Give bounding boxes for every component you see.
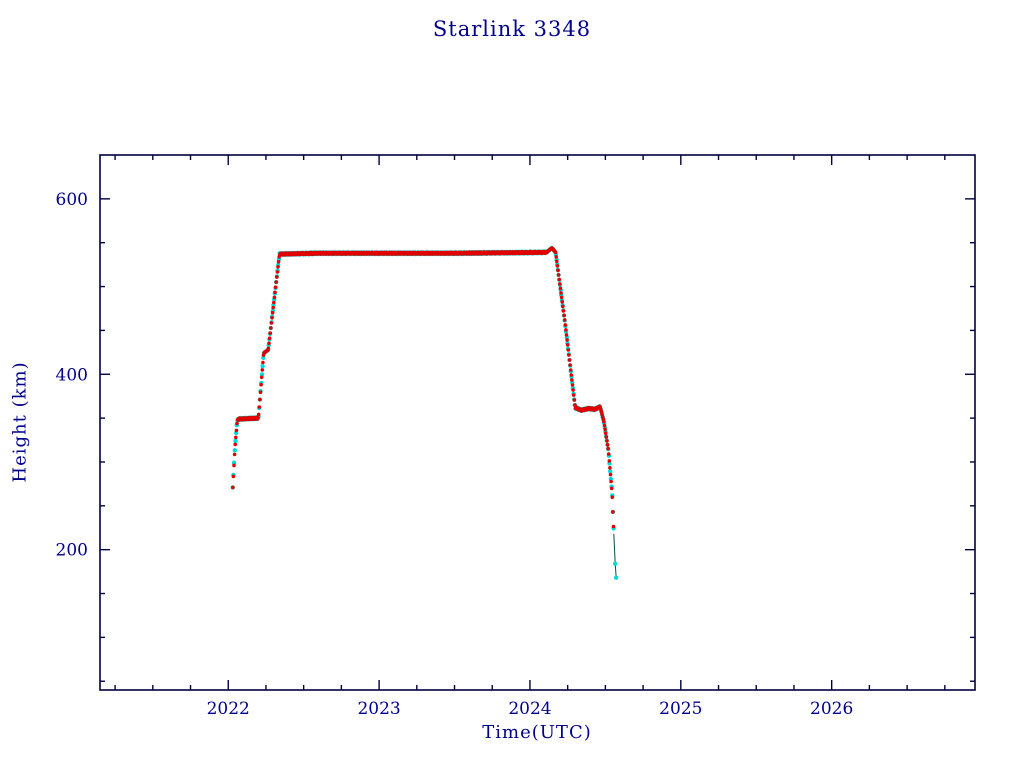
svg-text:2026: 2026 — [810, 699, 853, 719]
tail-line — [613, 533, 617, 578]
chart-title: Starlink 3348 — [432, 17, 592, 41]
tail-point — [614, 575, 619, 580]
svg-text:2023: 2023 — [357, 699, 400, 719]
svg-text:2022: 2022 — [207, 699, 250, 719]
svg-text:2025: 2025 — [659, 699, 702, 719]
x-axis-label: Time(UTC) — [482, 722, 592, 743]
svg-text:2024: 2024 — [508, 699, 551, 719]
svg-text:400: 400 — [56, 365, 88, 385]
svg-text:200: 200 — [56, 541, 88, 561]
series-predicted-height — [230, 245, 616, 531]
svg-text:600: 600 — [56, 190, 88, 210]
series-observed-height — [231, 246, 616, 529]
tail-point — [613, 561, 618, 566]
